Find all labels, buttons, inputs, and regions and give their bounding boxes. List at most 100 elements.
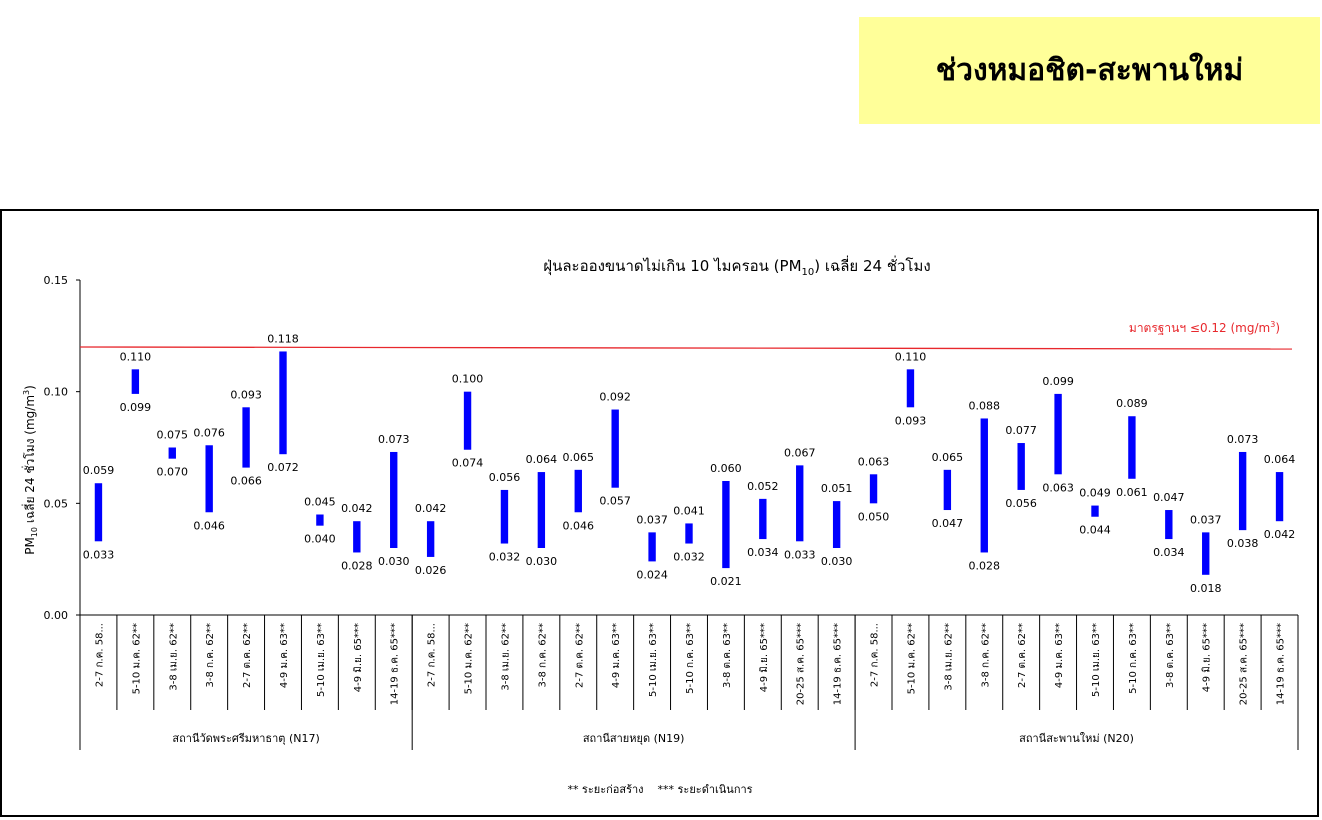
range-bar bbox=[869, 474, 878, 504]
range-bar bbox=[1238, 451, 1247, 531]
bar-min-label: 0.021 bbox=[710, 575, 742, 588]
bar-max-label: 0.110 bbox=[120, 350, 152, 363]
range-bar bbox=[832, 501, 841, 548]
x-category-label: 4-9 มิ.ย. 65*** bbox=[353, 623, 364, 692]
range-bar bbox=[426, 521, 435, 557]
range-bar bbox=[1275, 472, 1284, 522]
bar-min-label: 0.099 bbox=[120, 401, 152, 414]
x-category-label: 2-7 ก.ค. 58... bbox=[94, 623, 105, 687]
footnote: ** ระยะก่อสร้าง *** ระยะดำเนินการ bbox=[567, 783, 752, 796]
range-bar bbox=[648, 532, 656, 562]
y-axis-label-sub: 10 bbox=[30, 527, 39, 537]
bar-max-label: 0.077 bbox=[1005, 424, 1037, 437]
bar-max-label: 0.073 bbox=[378, 433, 410, 446]
bar-max-label: 0.092 bbox=[599, 391, 631, 404]
x-category-label: 20-25 ส.ค. 65*** bbox=[796, 623, 807, 705]
bar-max-label: 0.064 bbox=[526, 453, 558, 466]
bar-min-label: 0.032 bbox=[673, 551, 705, 564]
x-category-label: 4-9 มิ.ย. 65*** bbox=[1202, 623, 1213, 692]
range-bar bbox=[722, 481, 730, 569]
bar-min-label: 0.018 bbox=[1190, 582, 1222, 595]
bar-max-label: 0.060 bbox=[710, 462, 742, 475]
x-category-label: 5-10 ม.ค. 62** bbox=[906, 623, 917, 694]
bar-min-label: 0.057 bbox=[599, 495, 631, 508]
group-label: สถานีสะพานใหม่ (N20) bbox=[1019, 732, 1134, 745]
bar-min-label: 0.042 bbox=[1264, 528, 1296, 541]
bar-min-label: 0.024 bbox=[636, 568, 668, 581]
x-category-label: 2-7 ก.ค. 58... bbox=[870, 623, 881, 687]
bar-max-label: 0.065 bbox=[563, 451, 595, 464]
bar-min-label: 0.072 bbox=[267, 461, 299, 474]
bar-max-label: 0.052 bbox=[747, 480, 779, 493]
x-category-label: 3-8 เม.ย. 62** bbox=[943, 623, 954, 691]
bar-max-label: 0.089 bbox=[1116, 397, 1148, 410]
chart-title-main: ฝุ่นละอองขนาดไม่เกิน 10 ไมครอน (PM bbox=[543, 257, 801, 276]
bar-min-label: 0.030 bbox=[526, 555, 558, 568]
standard-label: มาตรฐานฯ ≤0.12 (mg/m3) bbox=[1129, 320, 1280, 335]
x-category-label: 14-19 ธ.ค. 65*** bbox=[833, 623, 844, 705]
x-category-label: 3-8 เม.ย. 62** bbox=[168, 623, 179, 691]
x-category-label: 2-7 ต.ค. 62** bbox=[242, 623, 253, 688]
bar-min-label: 0.066 bbox=[230, 475, 262, 488]
range-bar bbox=[390, 451, 398, 548]
bar-max-label: 0.063 bbox=[858, 455, 890, 468]
y-tick-label: 0.05 bbox=[44, 497, 69, 510]
bar-min-label: 0.044 bbox=[1079, 524, 1111, 537]
bar-min-label: 0.056 bbox=[1005, 497, 1037, 510]
bar-max-label: 0.051 bbox=[821, 482, 853, 495]
bar-min-label: 0.034 bbox=[747, 546, 779, 559]
bar-max-label: 0.110 bbox=[895, 350, 927, 363]
range-bar bbox=[1202, 532, 1210, 575]
standard-label-sup: 3 bbox=[1270, 320, 1275, 329]
chart-title-end: ) เฉลี่ย 24 ชั่วโมง bbox=[814, 255, 930, 275]
range-bar bbox=[796, 465, 804, 542]
range-bar bbox=[500, 489, 509, 544]
range-bar bbox=[131, 369, 140, 394]
x-category-label: 3-8 ก.ค. 62** bbox=[980, 623, 991, 688]
range-bar bbox=[685, 523, 693, 544]
range-bar bbox=[574, 469, 582, 513]
range-bar bbox=[242, 407, 250, 468]
standard-label-end: ) bbox=[1275, 321, 1280, 335]
range-bar bbox=[980, 418, 988, 553]
y-axis-label: PM10 เฉลี่ย 24 ชั่วโมง (mg/m3) bbox=[21, 385, 39, 555]
range-bar bbox=[537, 472, 546, 548]
range-bar bbox=[1165, 510, 1173, 540]
y-axis-label-pm: PM bbox=[23, 537, 37, 555]
bar-max-label: 0.099 bbox=[1042, 375, 1074, 388]
y-tick-label: 0.00 bbox=[44, 609, 69, 622]
section-title-banner: ช่วงหมอชิต-สะพานใหม่ bbox=[859, 17, 1320, 124]
bar-max-label: 0.037 bbox=[636, 513, 668, 526]
bar-max-label: 0.042 bbox=[415, 502, 447, 515]
bar-min-label: 0.032 bbox=[489, 551, 521, 564]
x-category-label: 4-9 ม.ค. 63** bbox=[1054, 623, 1065, 688]
bar-max-label: 0.064 bbox=[1264, 453, 1296, 466]
bar-max-label: 0.076 bbox=[193, 426, 225, 439]
bar-min-label: 0.033 bbox=[784, 548, 816, 561]
bar-min-label: 0.026 bbox=[415, 564, 447, 577]
range-bar bbox=[205, 445, 213, 513]
bar-min-label: 0.093 bbox=[895, 414, 927, 427]
bar-max-label: 0.042 bbox=[341, 502, 373, 515]
bar-min-label: 0.063 bbox=[1042, 481, 1074, 494]
bar-max-label: 0.075 bbox=[157, 429, 189, 442]
chart-frame bbox=[0, 209, 1319, 817]
x-category-label: 5-10 ก.ค. 63** bbox=[1128, 623, 1139, 694]
x-category-label: 2-7 ก.ค. 58... bbox=[427, 623, 438, 687]
bar-min-label: 0.030 bbox=[378, 555, 410, 568]
plot-area: 0.00 0.05 0.10 0.15 2-7 ก.ค. 58... 0.059 0.033… bbox=[44, 274, 1299, 750]
bar-max-label: 0.073 bbox=[1227, 433, 1259, 446]
bar-max-label: 0.045 bbox=[304, 496, 336, 509]
x-category-label: 5-10 เม.ย. 63** bbox=[648, 623, 659, 697]
bar-max-label: 0.059 bbox=[83, 464, 115, 477]
x-category-label: 5-10 ม.ค. 62** bbox=[131, 623, 142, 694]
bar-max-label: 0.088 bbox=[969, 399, 1001, 412]
standard-label-main: มาตรฐานฯ ≤0.12 (mg/m bbox=[1129, 321, 1270, 335]
range-bar bbox=[1054, 393, 1062, 475]
x-category-label: 5-10 ก.ค. 63** bbox=[685, 623, 696, 694]
range-bar bbox=[611, 409, 619, 488]
x-category-label: 5-10 เม.ย. 63** bbox=[316, 623, 327, 697]
bar-min-label: 0.074 bbox=[452, 457, 484, 470]
x-category-label: 14-19 ธ.ค. 65*** bbox=[390, 623, 401, 705]
range-bar bbox=[943, 469, 952, 511]
